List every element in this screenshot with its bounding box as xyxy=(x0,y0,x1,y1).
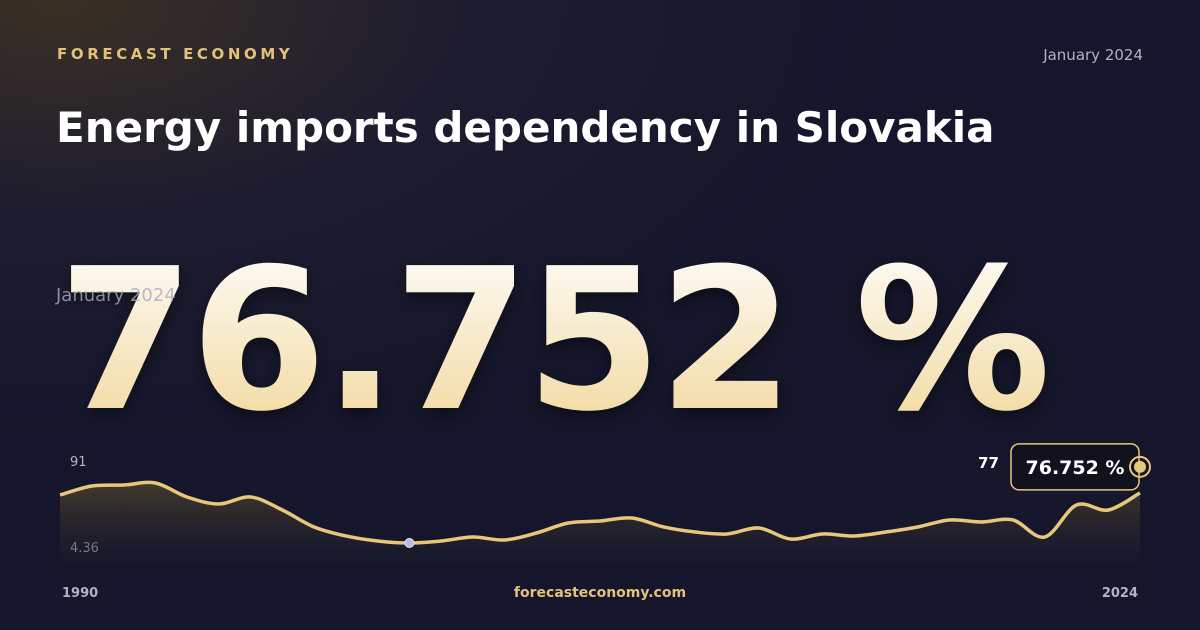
x-tick-label: 2024 xyxy=(1102,586,1138,601)
footer-url: forecasteconomy.com xyxy=(514,585,686,601)
headline-date: January 2024 xyxy=(55,285,176,306)
x-tick-label: 1990 xyxy=(62,586,98,601)
headline-value: 76.752 % xyxy=(58,227,1047,455)
value-label: 77 xyxy=(978,454,999,472)
latest-point xyxy=(1134,460,1146,473)
title: Energy imports dependency in Slovakia xyxy=(56,103,995,152)
latest-ring xyxy=(1129,455,1151,478)
y-tick-label: 91 xyxy=(70,455,87,470)
brand: FORECAST ECONOMY xyxy=(57,45,293,63)
date: January 2024 xyxy=(1042,46,1143,64)
line xyxy=(59,480,1141,545)
sparkline: 4.3691199020247776.752 % xyxy=(59,443,1151,601)
latest-badge-label: 76.752 % xyxy=(1026,457,1125,479)
min-point xyxy=(404,538,415,548)
